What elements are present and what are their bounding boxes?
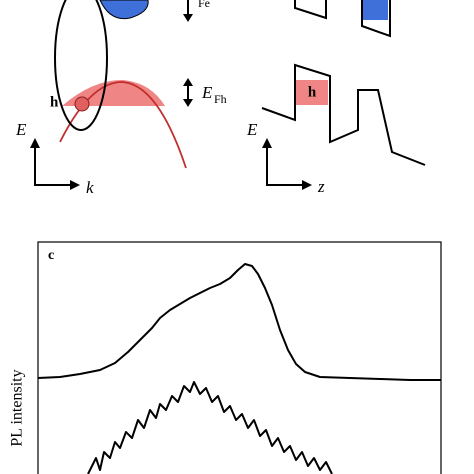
well-hole-label: h [308,84,317,100]
efe-subscript: Fe [198,0,210,10]
spectrum-lower [87,381,333,474]
left-energy-axis: E [15,120,27,139]
conduction-profile [361,0,391,38]
efh-symbol: E [201,83,213,102]
energy-arrows [183,0,193,107]
electron-well-fill [362,0,388,20]
hole-well-fill [296,80,328,105]
right-energy-axis: E [246,120,258,139]
left-axes [30,138,80,190]
hole [74,96,90,112]
right-axes [262,138,312,190]
efh-subscript: Fh [214,92,227,106]
wavefunction-ellipse [54,0,108,131]
spectrum-upper [37,263,441,381]
electron-fill [99,0,149,20]
valence-profile [261,63,426,166]
panel-label: c [48,248,54,263]
left-momentum-axis: k [86,178,94,197]
conduction-profile [294,0,327,20]
right-position-axis: z [317,177,325,196]
hole-label: h [50,94,59,110]
y-axis-label: PL intensity [9,369,26,446]
plot-frame [37,241,442,474]
